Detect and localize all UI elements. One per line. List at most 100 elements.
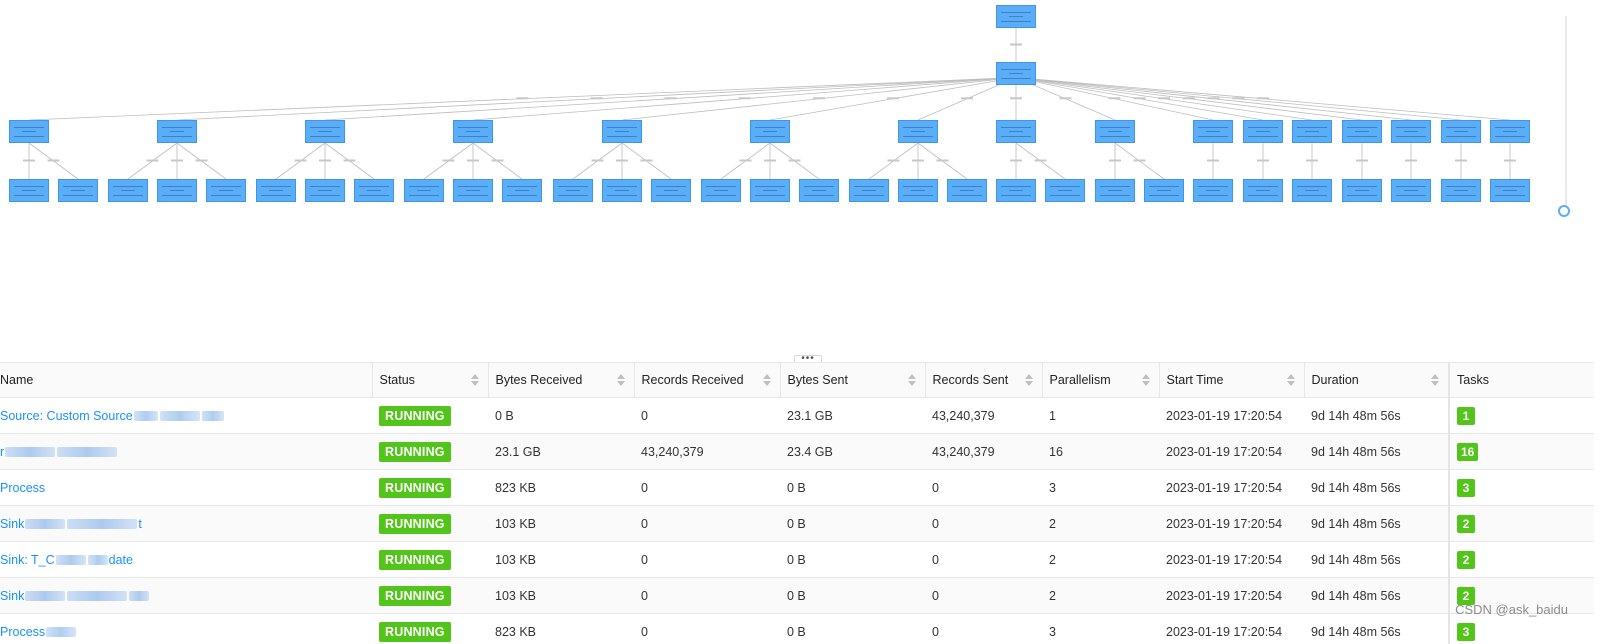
start-time-cell: 2023-01-19 17:20:54 [1159, 398, 1304, 434]
graph-node-sink[interactable] [502, 179, 542, 202]
vertex-name-link[interactable]: r [0, 445, 118, 459]
graph-node-sink[interactable] [1095, 179, 1135, 202]
graph-node-sink[interactable] [849, 179, 889, 202]
graph-node-sink[interactable] [1144, 179, 1184, 202]
graph-node-operator[interactable] [1391, 120, 1431, 143]
edge-label [1010, 44, 1022, 46]
graph-node-operator[interactable] [750, 120, 790, 143]
graph-node-sink[interactable] [602, 179, 642, 202]
graph-node-operator[interactable] [1441, 120, 1481, 143]
vertex-name: r [0, 445, 4, 459]
graph-node-sink[interactable] [1045, 179, 1085, 202]
records-received-cell: 0 [634, 614, 780, 644]
graph-node-operator[interactable] [898, 120, 938, 143]
graph-node-source[interactable] [996, 5, 1036, 28]
graph-node-operator[interactable] [996, 120, 1036, 143]
graph-node-operator[interactable] [1095, 120, 1135, 143]
table-header-row: Name Status Bytes Received Records Recei… [0, 363, 1594, 398]
graph-node-sink[interactable] [1292, 179, 1332, 202]
graph-node-sink[interactable] [996, 179, 1036, 202]
graph-node-operator[interactable] [305, 120, 345, 143]
vertex-name-link[interactable]: Process [0, 625, 77, 639]
sort-icon[interactable] [1431, 374, 1439, 386]
graph-node-sink[interactable] [898, 179, 938, 202]
graph-node-operator[interactable] [1342, 120, 1382, 143]
edge-label [616, 160, 628, 162]
redacted-text [202, 411, 224, 421]
column-header-label: Bytes Received [496, 373, 583, 387]
graph-node-sink[interactable] [1193, 179, 1233, 202]
column-header-bytes-received[interactable]: Bytes Received [488, 363, 634, 398]
graph-node-operator[interactable] [1243, 120, 1283, 143]
graph-node-sink[interactable] [305, 179, 345, 202]
sort-icon[interactable] [908, 374, 916, 386]
tasks-count-badge[interactable]: 3 [1457, 623, 1475, 641]
graph-node-operator[interactable] [157, 120, 197, 143]
zoom-slider-track[interactable] [1565, 16, 1567, 212]
column-header-status[interactable]: Status [372, 363, 488, 398]
vertex-name-link[interactable]: Process [0, 481, 45, 495]
tasks-count-badge[interactable]: 2 [1457, 551, 1475, 569]
graph-node-sink[interactable] [947, 179, 987, 202]
graph-node-sink[interactable] [58, 179, 98, 202]
graph-node-sink[interactable] [750, 179, 790, 202]
graph-node-sink[interactable] [651, 179, 691, 202]
tasks-count-badge[interactable]: 1 [1457, 407, 1475, 425]
tasks-count-badge[interactable]: 2 [1457, 515, 1475, 533]
column-header-duration[interactable]: Duration [1304, 363, 1449, 398]
graph-node-operator[interactable] [453, 120, 493, 143]
graph-node-operator[interactable] [9, 120, 49, 143]
sort-icon[interactable] [1025, 374, 1033, 386]
graph-node-mid[interactable] [996, 62, 1036, 85]
tasks-count-badge[interactable]: 16 [1457, 443, 1478, 461]
edge-label [1109, 97, 1121, 99]
graph-node-sink[interactable] [1441, 179, 1481, 202]
graph-node-sink[interactable] [1490, 179, 1530, 202]
vertex-name-link[interactable]: Source: Custom Source [0, 409, 225, 423]
column-header-records-received[interactable]: Records Received [634, 363, 780, 398]
job-graph[interactable] [0, 0, 1590, 358]
graph-node-sink[interactable] [157, 179, 197, 202]
zoom-slider-handle[interactable] [1558, 205, 1570, 217]
graph-node-sink[interactable] [1391, 179, 1431, 202]
graph-node-sink[interactable] [1342, 179, 1382, 202]
sort-icon[interactable] [1142, 374, 1150, 386]
sort-icon[interactable] [1287, 374, 1295, 386]
column-header-records-sent[interactable]: Records Sent [925, 363, 1042, 398]
graph-node-sink[interactable] [9, 179, 49, 202]
edge-label [1306, 160, 1318, 162]
records-sent-cell: 43,240,379 [925, 398, 1042, 434]
tasks-count-badge[interactable]: 3 [1457, 479, 1475, 497]
sort-icon[interactable] [617, 374, 625, 386]
graph-node-operator[interactable] [1193, 120, 1233, 143]
graph-node-sink[interactable] [553, 179, 593, 202]
sort-icon[interactable] [763, 374, 771, 386]
column-header-parallelism[interactable]: Parallelism [1042, 363, 1159, 398]
graph-node-sink[interactable] [453, 179, 493, 202]
records-sent-cell: 0 [925, 614, 1042, 644]
graph-node-sink[interactable] [206, 179, 246, 202]
graph-node-sink[interactable] [404, 179, 444, 202]
vertex-name-link[interactable]: Sink [0, 589, 150, 603]
sort-icon[interactable] [471, 374, 479, 386]
graph-node-sink[interactable] [701, 179, 741, 202]
graph-node-sink[interactable] [256, 179, 296, 202]
column-header-bytes-sent[interactable]: Bytes Sent [780, 363, 925, 398]
graph-node-sink[interactable] [1243, 179, 1283, 202]
graph-node-operator[interactable] [1292, 120, 1332, 143]
graph-node-sink[interactable] [354, 179, 394, 202]
graph-node-sink[interactable] [799, 179, 839, 202]
graph-node-operator[interactable] [602, 120, 642, 143]
column-header-start-time[interactable]: Start Time [1159, 363, 1304, 398]
graph-node-sink[interactable] [108, 179, 148, 202]
graph-node-operator[interactable] [1490, 120, 1530, 143]
